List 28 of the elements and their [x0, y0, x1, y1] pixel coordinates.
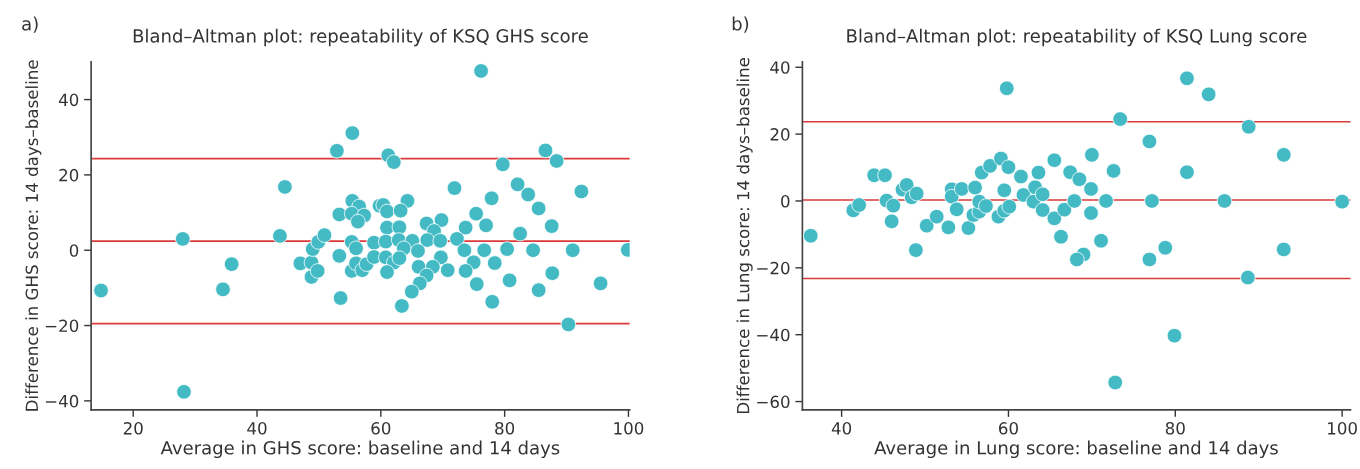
y-tick-label: 0	[781, 194, 790, 208]
text: a)	[22, 16, 38, 33]
x-tick-label: 40	[831, 422, 852, 435]
chart-title: Bland–Altman plot: repeatability of KSQ Lung score	[847, 28, 1307, 47]
y-axis-title: Difference in GHS score: 14 days–baseline	[25, 60, 42, 411]
y-tick-label: −20	[757, 261, 790, 275]
x-axis-title: Average in Lung score: baseline and 14 days	[874, 440, 1278, 459]
x-tick-label: 60	[371, 422, 391, 435]
x-tick-label: 80	[495, 422, 515, 435]
y-axis-title: Difference in Lung score: 14 days–baseline	[736, 57, 753, 414]
y-tick-label: 20	[770, 128, 790, 141]
y-tick-label: 40	[58, 93, 79, 107]
chart-title: Bland–Altman plot: repeatability of KSQ GHS score	[133, 28, 588, 47]
y-tick-label: −40	[757, 328, 790, 342]
y-tick-label: 0	[69, 244, 79, 257]
x-tick-label: 40	[247, 422, 267, 435]
y-tick-label: −60	[757, 395, 790, 409]
x-axis-title: Average in GHS score: baseline and 14 days	[160, 440, 560, 459]
x-tick-label: 20	[123, 422, 143, 435]
y-tick-label: 20	[59, 168, 79, 182]
x-tick-label: 100	[614, 422, 644, 435]
x-tick-label: 60	[999, 422, 1018, 435]
text: b)	[732, 16, 749, 33]
y-tick-label: 40	[770, 61, 790, 74]
y-tick-label: −20	[45, 319, 79, 333]
x-tick-label: 100	[1328, 422, 1357, 435]
x-tick-label: 80	[1165, 422, 1185, 435]
y-tick-label: −40	[45, 394, 79, 408]
